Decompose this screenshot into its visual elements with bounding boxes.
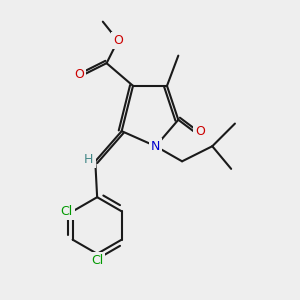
Text: Cl: Cl [91, 254, 103, 267]
Text: Cl: Cl [60, 205, 73, 218]
Text: H: H [84, 153, 93, 166]
Text: O: O [113, 34, 123, 47]
Text: O: O [195, 124, 205, 138]
Text: N: N [151, 140, 160, 153]
Text: O: O [74, 68, 84, 81]
